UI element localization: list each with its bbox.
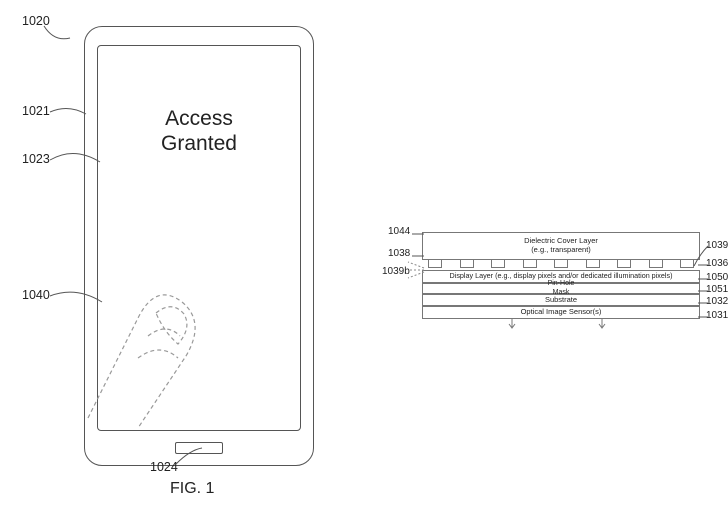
dielectric-cover-layer: Dielectric Cover Layer (e.g., transparen… [422, 232, 700, 260]
figure-label: FIG. 1 [170, 480, 214, 498]
pixel-icon [649, 260, 663, 268]
screen-message-line2: Granted [161, 132, 237, 155]
display-label: Display Layer (e.g., display pixels and/… [423, 272, 699, 280]
ref-1038: 1038 [388, 248, 410, 259]
pixel-icon [460, 260, 474, 268]
ref-1039b-right: 1039b [706, 240, 728, 251]
ref-1021: 1021 [22, 104, 50, 118]
ref-1051: 1051 [706, 284, 728, 295]
screen-message-line1: Access [165, 107, 233, 130]
ref-1044: 1044 [388, 226, 410, 237]
leader-1020 [44, 26, 74, 44]
ref-1039b-left: 1039b [382, 266, 410, 277]
substrate-layer: Substrate [422, 294, 700, 306]
pixel-icon [554, 260, 568, 268]
pixel-icon [617, 260, 631, 268]
optical-image-sensor-layer: Optical Image Sensor(s) [422, 306, 700, 319]
pinhole-label-1: Pin-Hole [423, 280, 699, 288]
ref-1031: 1031 [706, 310, 728, 321]
ref-1024: 1024 [150, 460, 178, 474]
ref-1036: 1036 [706, 258, 728, 269]
illumination-pixel-row [422, 260, 700, 270]
ref-1032: 1032 [706, 296, 728, 307]
pixel-icon [680, 260, 694, 268]
layer-stack: Dielectric Cover Layer (e.g., transparen… [422, 232, 700, 340]
screen-message: Access Granted [98, 106, 300, 156]
phone-body-outline: Access Granted [84, 26, 314, 466]
figure-container: Access Granted FIG. 1 1020 1021 1023 [0, 0, 728, 524]
pinhole-mask-layer: Pin-Hole Mask [422, 283, 700, 294]
ref-1050: 1050 [706, 272, 728, 283]
pixel-icon [428, 260, 442, 268]
phone-screen-outline: Access Granted [97, 45, 301, 431]
pixel-icon [491, 260, 505, 268]
pixel-icon [523, 260, 537, 268]
output-arrows-icon [422, 319, 700, 333]
ref-1040: 1040 [22, 288, 50, 302]
substrate-label: Substrate [423, 296, 699, 305]
sensor-label: Optical Image Sensor(s) [423, 308, 699, 317]
cover-label-2: (e.g., transparent) [423, 246, 699, 255]
home-button [175, 442, 223, 454]
ref-1020: 1020 [22, 14, 50, 28]
pixel-icon [586, 260, 600, 268]
ref-1023: 1023 [22, 152, 50, 166]
